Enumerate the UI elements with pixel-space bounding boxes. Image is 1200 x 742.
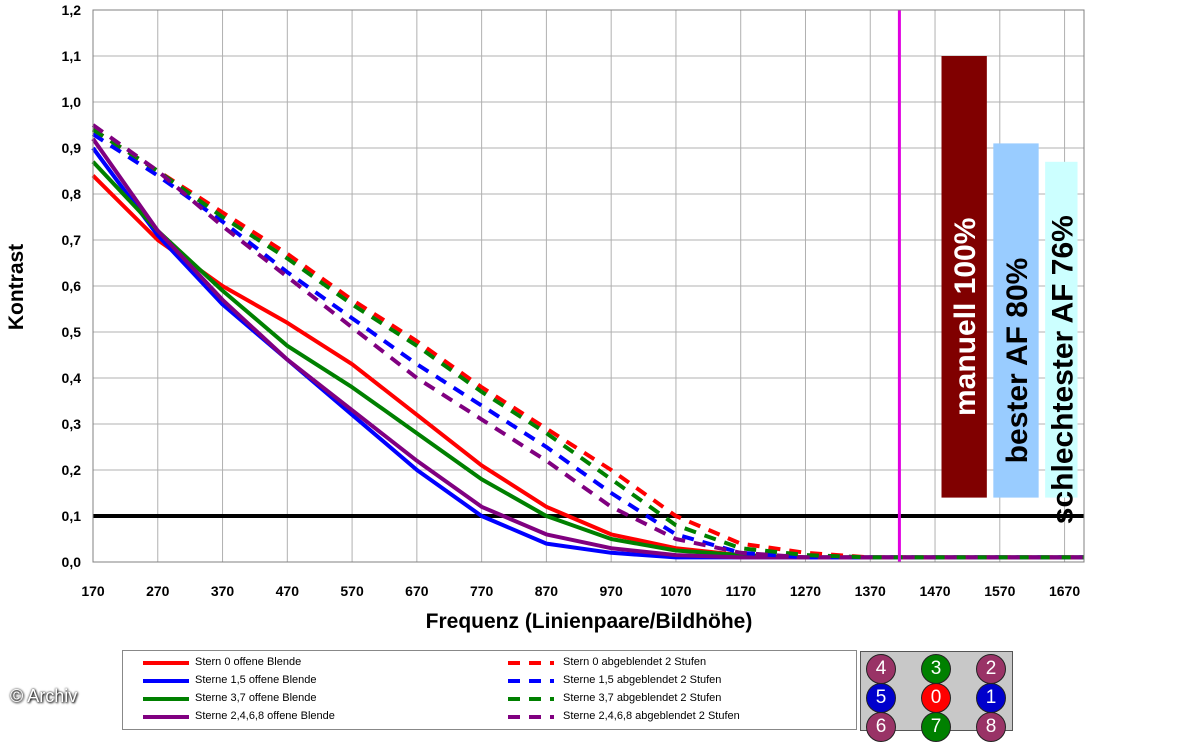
x-tick-label: 1570 (984, 583, 1015, 599)
star-badge-6: 6 (866, 712, 896, 742)
y-tick-label: 0,1 (62, 508, 82, 524)
x-tick-label: 1270 (790, 583, 821, 599)
legend-label-4: Stern 0 abgeblendet 2 Stufen (563, 656, 707, 668)
legend-label-7: Sterne 2,4,6,8 abgeblendet 2 Stufen (563, 710, 740, 722)
bars-group: manuell 100% bester AF 80% schlechtester A… (941, 56, 1079, 524)
star-badge-8: 8 (976, 712, 1006, 742)
x-tick-label: 1470 (919, 583, 950, 599)
legend-swatch-3 (143, 715, 189, 719)
legend-swatch-0 (143, 661, 189, 665)
x-tick-label: 1670 (1049, 583, 1080, 599)
series-group (91, 123, 1084, 560)
x-tick-label: 1370 (855, 583, 886, 599)
legend-label-2: Sterne 3,7 offene Blende (195, 692, 317, 704)
copyright-text: © Archiv (10, 686, 78, 706)
x-tick-label: 570 (340, 583, 364, 599)
y-tick-label: 1,1 (62, 48, 82, 64)
x-tick-label: 1170 (726, 583, 757, 599)
grid-lines (92, 9, 1084, 563)
star-badge-2: 2 (976, 654, 1006, 684)
y-axis-title: Kontrast (5, 244, 28, 330)
y-tick-label: 0,4 (62, 370, 82, 386)
legend-swatch-1 (143, 679, 189, 683)
y-tick-label: 0,7 (62, 232, 82, 248)
series-line-4 (91, 127, 1084, 560)
legend-label-0: Stern 0 offene Blende (195, 656, 302, 668)
y-tick-label: 1,2 (62, 2, 82, 18)
legend-label-1: Sterne 1,5 offene Blende (195, 674, 317, 686)
bar-0 (941, 56, 987, 498)
legend-swatch-4 (508, 661, 554, 665)
bar-label-0: manuell 100% (949, 218, 982, 416)
y-tick-label: 0,0 (62, 554, 82, 570)
bar-label-1: bester AF 80% (1001, 258, 1034, 464)
star-badge-7: 7 (921, 712, 951, 742)
x-tick-label: 1070 (660, 583, 691, 599)
legend-swatch-6 (508, 697, 554, 701)
y-tick-label: 0,9 (62, 140, 82, 156)
bar-2 (1045, 161, 1078, 498)
x-tick-label: 370 (211, 583, 235, 599)
legend-swatch-7 (508, 715, 554, 719)
legend-swatch-5 (508, 679, 554, 683)
legend-label-6: Sterne 3,7 abgeblendet 2 Stufen (563, 692, 722, 704)
plot-frame (92, 9, 1085, 563)
x-axis-title: Frequenz (Linienpaare/Bildhöhe) (426, 610, 753, 633)
y-tick-label: 0,3 (62, 416, 82, 432)
x-tick-label: 770 (470, 583, 494, 599)
star-badge-3: 3 (921, 654, 951, 684)
legend-label-3: Sterne 2,4,6,8 offene Blende (195, 710, 335, 722)
y-tick-label: 0,8 (62, 186, 82, 202)
legend-label-5: Sterne 1,5 abgeblendet 2 Stufen (563, 674, 722, 686)
y-tick-label: 0,5 (62, 324, 82, 340)
series-line-7 (91, 123, 1084, 560)
x-tick-label: 670 (405, 583, 429, 599)
star-badge-4: 4 (866, 654, 896, 684)
y-tick-label: 0,2 (62, 462, 82, 478)
bar-label-2: schlechtester AF 76% (1046, 215, 1079, 524)
star-badge-0: 0 (921, 683, 951, 713)
legend-swatch-2 (143, 697, 189, 701)
y-tick-label: 1,0 (62, 94, 82, 110)
bar-1 (993, 143, 1039, 498)
x-tick-label: 170 (81, 583, 105, 599)
legend: Stern 0 offene Blende Sterne 1,5 offene B… (122, 650, 857, 730)
x-tick-label: 970 (599, 583, 623, 599)
star-badge-5: 5 (866, 683, 896, 713)
y-tick-label: 0,6 (62, 278, 82, 294)
x-tick-label: 270 (146, 583, 170, 599)
x-tick-labels: 170 270 370 470 570 670 770 870 970 1070 1170 1270 1… (81, 583, 1080, 599)
x-tick-label: 870 (535, 583, 559, 599)
star-badge-1: 1 (976, 683, 1006, 713)
x-tick-label: 470 (276, 583, 300, 599)
mtf-chart: manuell 100% bester AF 80% schlechtester A… (5, 2, 1085, 633)
y-tick-labels: 0,0 0,1 0,2 0,3 0,4 0,5 0,6 0,7 0,8 0,9 1,0 1,1 1,2 (62, 2, 82, 570)
